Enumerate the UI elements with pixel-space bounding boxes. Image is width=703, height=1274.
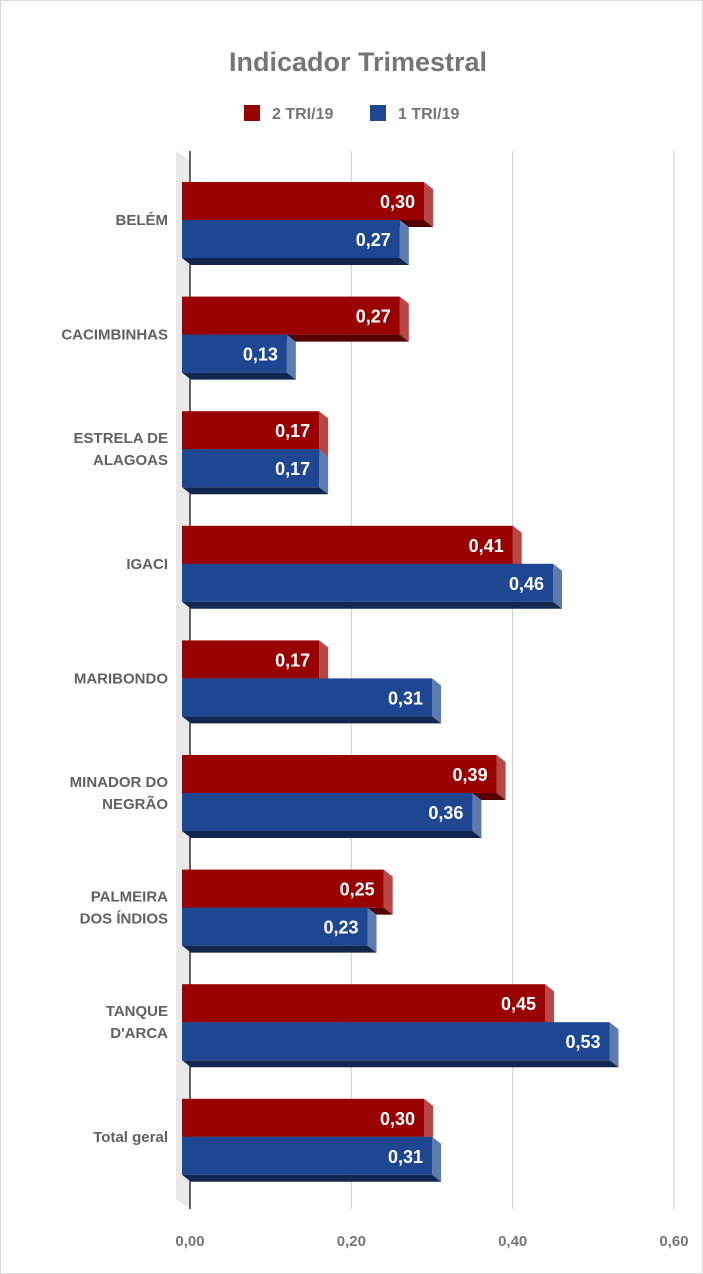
x-tick-label: 0,20 — [337, 1233, 366, 1250]
bar-side — [383, 869, 393, 915]
bar-side — [319, 640, 329, 686]
x-tick-label: 0,60 — [659, 1233, 688, 1250]
bar-side — [472, 793, 482, 838]
data-label: 0,31 — [388, 1147, 423, 1167]
bar — [182, 296, 400, 335]
bar — [182, 640, 320, 679]
chart-title: Indicador Trimestral — [229, 47, 487, 77]
category-label: ALAGOAS — [93, 452, 168, 469]
data-label: 0,17 — [275, 459, 310, 479]
category-label: BELÉM — [116, 212, 169, 229]
data-label: 0,30 — [380, 192, 415, 212]
bar — [182, 449, 320, 488]
bar — [182, 907, 368, 946]
category-label: Total geral — [93, 1129, 168, 1146]
data-label: 0,27 — [356, 307, 391, 327]
data-label: 0,45 — [501, 994, 536, 1014]
data-label: 0,41 — [469, 536, 504, 556]
bar — [182, 678, 433, 717]
bar — [182, 182, 424, 220]
x-tick-label: 0,40 — [498, 1233, 527, 1250]
legend-swatch — [370, 105, 386, 121]
bar-bottom — [182, 487, 329, 495]
bar — [182, 793, 473, 831]
category-label: ESTRELA DE — [74, 430, 168, 447]
bar-side — [319, 411, 329, 457]
data-label: 0,53 — [565, 1032, 600, 1052]
category-label: NEGRÃO — [102, 795, 168, 813]
bar-bottom — [182, 372, 296, 380]
bar-side — [432, 678, 442, 724]
category-label: TANQUE — [106, 1003, 168, 1020]
bar-bottom — [182, 258, 409, 265]
category-label: DOS ÍNDIOS — [80, 911, 168, 928]
bar-side — [286, 334, 296, 380]
data-label: 0,46 — [509, 574, 544, 594]
plot-area: 0,00 0,20 0,40 0,60 0,30 0,27 BELÉM 0,27 0,13 CAC… — [61, 151, 689, 1250]
data-label: 0,17 — [275, 421, 310, 441]
bar — [182, 334, 287, 373]
bar-side — [512, 525, 522, 571]
bar-side — [424, 1098, 433, 1144]
bar — [182, 1022, 610, 1061]
bar-side — [545, 984, 554, 1030]
bar-bottom — [182, 945, 377, 953]
bar-bottom — [182, 1060, 619, 1068]
bar — [182, 563, 554, 602]
bar — [182, 1136, 433, 1175]
bar — [182, 755, 497, 793]
bar-side — [319, 449, 329, 495]
legend-swatch — [244, 105, 260, 121]
data-label: 0,23 — [323, 918, 358, 938]
bar-side — [424, 182, 433, 227]
bar-bottom — [182, 716, 442, 724]
category-label: IGACI — [126, 556, 168, 573]
data-label: 0,17 — [275, 650, 310, 670]
bar-bottom — [182, 831, 482, 838]
bar — [182, 411, 320, 450]
bar — [182, 525, 513, 564]
data-label: 0,30 — [380, 1109, 415, 1129]
data-label: 0,36 — [428, 803, 463, 823]
x-tick-label: 0,00 — [175, 1233, 204, 1250]
category-label: CACIMBINHAS — [61, 327, 168, 344]
data-label: 0,27 — [356, 230, 391, 250]
bar — [182, 984, 545, 1023]
legend-label: 2 TRI/19 — [272, 106, 333, 123]
bar-side — [432, 1136, 442, 1182]
category-label: MINADOR DO — [70, 774, 169, 791]
bar — [182, 1098, 424, 1137]
category-label: MARIBONDO — [74, 670, 168, 687]
bar-side — [367, 907, 377, 953]
data-label: 0,13 — [243, 345, 278, 365]
bar-side — [553, 563, 563, 609]
bar-side — [399, 220, 409, 265]
bar-side — [609, 1022, 619, 1068]
bar-side — [496, 755, 506, 800]
bar-side — [399, 296, 409, 342]
data-label: 0,25 — [340, 880, 375, 900]
legend: 2 TRI/19 1 TRI/19 — [244, 105, 459, 123]
data-label: 0,39 — [453, 765, 488, 785]
bar-bottom — [182, 601, 563, 609]
category-label: PALMEIRA — [91, 889, 168, 906]
bar — [182, 220, 400, 258]
legend-label: 1 TRI/19 — [398, 106, 459, 123]
bar — [182, 869, 384, 908]
data-label: 0,31 — [388, 688, 423, 708]
category-label: D'ARCA — [110, 1025, 168, 1042]
bar-bottom — [182, 1174, 442, 1182]
